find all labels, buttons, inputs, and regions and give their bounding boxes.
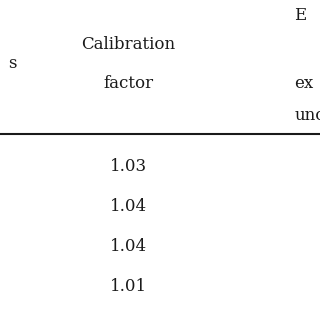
Text: 1.01: 1.01 [109,278,147,295]
Text: ex: ex [294,75,314,92]
Text: 1.04: 1.04 [109,198,147,215]
Text: 1.03: 1.03 [109,158,147,175]
Text: factor: factor [103,75,153,92]
Text: unce: unce [294,107,320,124]
Text: Calibration: Calibration [81,36,175,53]
Text: s: s [9,55,17,73]
Text: 1.04: 1.04 [109,238,147,255]
Text: E: E [294,7,307,25]
